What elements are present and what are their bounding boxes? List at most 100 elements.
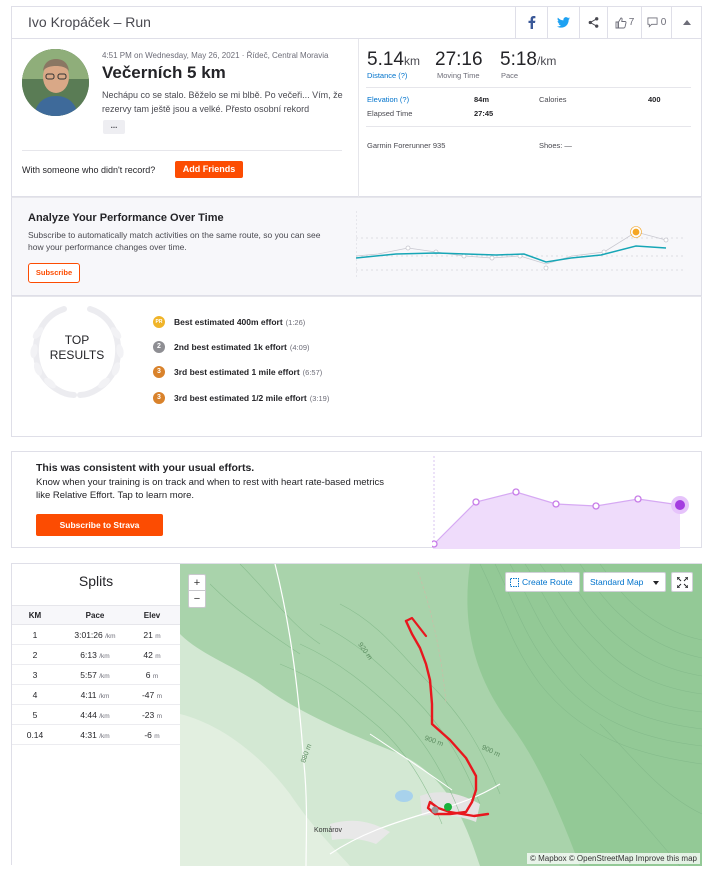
split-elev: -47 m bbox=[141, 690, 163, 700]
moving-time-label: Moving Time bbox=[437, 71, 480, 80]
column-divider bbox=[358, 39, 359, 197]
pace-stat: 5:18/km bbox=[500, 49, 556, 71]
consistency-text: Know when your training is on track and … bbox=[36, 477, 384, 501]
silver-medal-icon: 2 bbox=[153, 341, 165, 353]
elevation-label[interactable]: Elevation (?) bbox=[367, 95, 410, 104]
result-item[interactable]: PR Best estimated 400m effort (1:26) bbox=[153, 314, 305, 330]
twitter-share-button[interactable] bbox=[547, 7, 579, 38]
split-km: 2 bbox=[32, 650, 38, 660]
result-item[interactable]: 3 3rd best estimated 1/2 mile effort (3:… bbox=[153, 390, 329, 406]
elevation-value: 84m bbox=[474, 95, 490, 104]
split-pace: 3:01:26 /km bbox=[74, 630, 116, 640]
comments-button[interactable]: 0 bbox=[641, 7, 671, 38]
performance-trend-chart bbox=[356, 211, 686, 279]
route-icon bbox=[510, 578, 519, 587]
result-time: (3:19) bbox=[309, 393, 330, 403]
split-elev: -6 m bbox=[144, 730, 160, 740]
map-type-select[interactable]: Standard Map bbox=[583, 572, 666, 592]
zoom-in-button[interactable]: + bbox=[189, 575, 205, 591]
pace-unit: /km bbox=[536, 54, 557, 68]
laurel-wreath-icon bbox=[30, 306, 124, 398]
activity-description: Nechápu co se stalo. Běželo se mi blbě. … bbox=[102, 90, 343, 114]
split-pace: 4:44 /km bbox=[80, 710, 110, 720]
activity-header: Ivo Kropáček – Run 7 0 bbox=[11, 6, 702, 38]
bronze-medal-icon: 3 bbox=[153, 366, 165, 378]
splits-and-map-section: Splits KM Pace Elev 1 3:01:26 /km 21 m 2… bbox=[11, 563, 702, 866]
top-results-line1: TOP bbox=[64, 333, 90, 347]
moving-time-value: 27:16 bbox=[435, 49, 483, 70]
with-someone-text: With someone who didn't record? bbox=[22, 165, 156, 175]
split-elev: 42 m bbox=[143, 650, 161, 660]
kudos-count: 7 bbox=[628, 17, 635, 28]
fullscreen-button[interactable] bbox=[671, 572, 693, 592]
table-row[interactable]: 4 4:11 /km -47 m bbox=[12, 685, 180, 705]
chevron-up-icon bbox=[682, 20, 691, 25]
column-header-pace: Pace bbox=[85, 611, 105, 620]
collapse-button[interactable] bbox=[671, 7, 701, 38]
table-row[interactable]: 0.14 4:31 /km -6 m bbox=[12, 725, 180, 745]
table-row[interactable]: 1 3:01:26 /km 21 m bbox=[12, 625, 180, 645]
result-time: (4:09) bbox=[289, 342, 310, 352]
table-row[interactable]: 5 4:44 /km -23 m bbox=[12, 705, 180, 725]
map-attribution[interactable]: © Mapbox © OpenStreetMap Improve this ma… bbox=[527, 853, 700, 864]
kudos-button[interactable]: 7 bbox=[607, 7, 641, 38]
splits-panel: Splits KM Pace Elev 1 3:01:26 /km 21 m 2… bbox=[12, 564, 180, 866]
result-item[interactable]: 2 2nd best estimated 1k effort (4:09) bbox=[153, 339, 309, 355]
subscribe-to-strava-button[interactable]: Subscribe to Strava bbox=[36, 514, 163, 536]
more-description-button[interactable]: ... bbox=[103, 120, 125, 134]
pace-value: 5:18 bbox=[500, 49, 537, 70]
relative-effort-upsell[interactable]: This was consistent with your usual effo… bbox=[11, 451, 702, 549]
result-text: 2nd best estimated 1k effort bbox=[174, 342, 287, 352]
split-pace: 4:31 /km bbox=[80, 730, 110, 740]
pr-medal-icon: PR bbox=[153, 316, 165, 328]
facebook-icon bbox=[528, 16, 536, 29]
table-row[interactable]: 2 6:13 /km 42 m bbox=[12, 645, 180, 665]
result-text: 3rd best estimated 1/2 mile effort bbox=[174, 393, 307, 403]
table-row[interactable]: 3 5:57 /km 6 m bbox=[12, 665, 180, 685]
pace-label: Pace bbox=[501, 71, 519, 80]
result-text: Best estimated 400m effort bbox=[174, 317, 283, 327]
moving-time-stat: 27:16 bbox=[435, 49, 483, 71]
distance-stat: 5.14km bbox=[367, 49, 420, 71]
create-route-button[interactable]: Create Route bbox=[505, 572, 580, 592]
activity-datetime-location: 4:51 PM on Wednesday, May 26, 2021 · Říd… bbox=[102, 51, 329, 60]
zoom-control: + − bbox=[188, 574, 206, 608]
map-type-label: Standard Map bbox=[590, 577, 644, 587]
distance-unit: km bbox=[403, 54, 420, 68]
shoes-info: Shoes: — bbox=[539, 141, 572, 150]
column-header-km: KM bbox=[28, 611, 42, 620]
chevron-down-icon bbox=[653, 581, 659, 585]
relative-effort-chart bbox=[432, 456, 689, 549]
add-friends-button[interactable]: Add Friends bbox=[175, 161, 243, 178]
twitter-icon bbox=[557, 17, 570, 28]
split-pace: 5:57 /km bbox=[80, 670, 110, 680]
divider bbox=[366, 126, 691, 127]
calories-value: 400 bbox=[648, 95, 661, 104]
share-icon bbox=[588, 17, 599, 28]
result-item[interactable]: 3 3rd best estimated 1 mile effort (6:57… bbox=[153, 364, 322, 380]
split-elev: 21 m bbox=[143, 630, 161, 640]
analyze-title: Analyze Your Performance Over Time bbox=[28, 212, 224, 224]
split-pace: 4:11 /km bbox=[80, 690, 110, 700]
split-km: 1 bbox=[32, 630, 38, 640]
route-map[interactable]: Komárov 920 m 900 m 880 m 900 m + − Crea… bbox=[180, 564, 702, 866]
calories-label: Calories bbox=[539, 95, 567, 104]
fullscreen-icon bbox=[677, 577, 688, 588]
map-canvas bbox=[180, 564, 702, 866]
share-button[interactable] bbox=[579, 7, 607, 38]
distance-label[interactable]: Distance (?) bbox=[367, 71, 408, 80]
facebook-share-button[interactable] bbox=[515, 7, 547, 38]
distance-value: 5.14 bbox=[367, 49, 404, 70]
elapsed-time-value: 27:45 bbox=[474, 109, 494, 118]
splits-table-header: KM Pace Elev bbox=[12, 605, 180, 625]
split-km: 3 bbox=[32, 670, 38, 680]
device-name: Garmin Forerunner 935 bbox=[367, 141, 446, 150]
zoom-out-button[interactable]: − bbox=[193, 593, 201, 605]
subscribe-button[interactable]: Subscribe bbox=[28, 263, 80, 283]
avatar[interactable] bbox=[22, 49, 89, 116]
top-results-section: TOP RESULTS PR Best estimated 400m effor… bbox=[11, 296, 702, 437]
activity-name: Večerních 5 km bbox=[102, 63, 226, 82]
analyze-performance-upsell: Analyze Your Performance Over Time Subsc… bbox=[11, 197, 702, 296]
split-km: 5 bbox=[32, 710, 38, 720]
column-header-elev: Elev bbox=[143, 611, 161, 620]
